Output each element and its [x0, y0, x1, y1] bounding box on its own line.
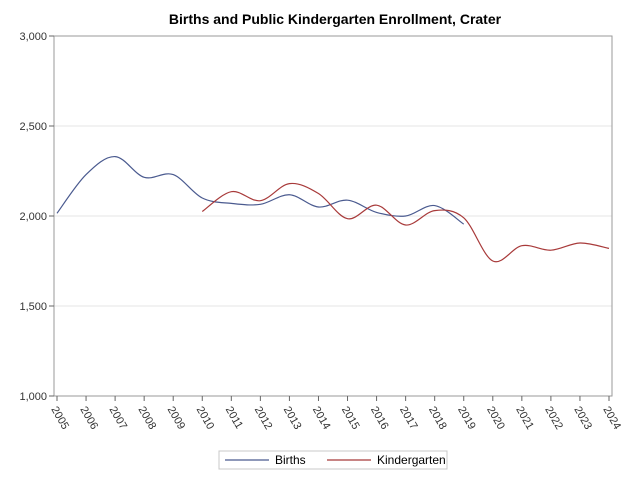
y-tick-label: 1,500 [19, 301, 47, 313]
x-tick-label: 2020 [484, 405, 507, 432]
x-tick-label: 2015 [339, 405, 362, 432]
y-tick-label: 2,500 [19, 121, 47, 133]
x-tick-label: 2014 [310, 405, 333, 432]
series-line-kindergarten [201, 182, 610, 263]
x-tick-label: 2023 [571, 405, 594, 432]
y-tick-label: 3,000 [19, 31, 47, 43]
x-tick-label: 2012 [252, 405, 275, 432]
legend: Births Kindergarten [218, 450, 448, 470]
y-tick-label: 2,000 [19, 211, 47, 223]
x-tick-label: 2013 [281, 405, 304, 432]
x-tick-label: 2006 [77, 405, 100, 432]
grid-lines [54, 125, 612, 307]
x-tick-label: 2017 [397, 405, 420, 432]
x-tick-label: 2019 [455, 405, 478, 432]
legend-label-kindergarten: Kindergarten [377, 453, 446, 467]
x-tick-label: 2007 [107, 405, 130, 432]
x-tick-label: 2022 [542, 405, 565, 432]
x-tick-label: 2008 [136, 405, 159, 432]
series-line-births [56, 155, 465, 225]
x-tick-label: 2016 [368, 405, 391, 432]
series-lines [56, 155, 610, 263]
x-tick-label: 2009 [165, 405, 188, 432]
x-tick-label: 2005 [48, 405, 71, 432]
x-tick-label: 2011 [223, 405, 245, 431]
x-tick-label: 2018 [426, 405, 449, 432]
legend-label-births: Births [275, 453, 306, 467]
x-tick-label: 2021 [513, 405, 536, 432]
x-tick-label: 2024 [600, 405, 623, 432]
y-tick-label: 1,000 [19, 391, 47, 403]
x-tick-label: 2010 [194, 405, 217, 432]
axes: 1,000 1,500 2,000 2,500 3,000 2005 2006 2007 200… [19, 31, 623, 432]
chart-title: Births and Public Kindergarten Enrollmen… [169, 11, 502, 27]
